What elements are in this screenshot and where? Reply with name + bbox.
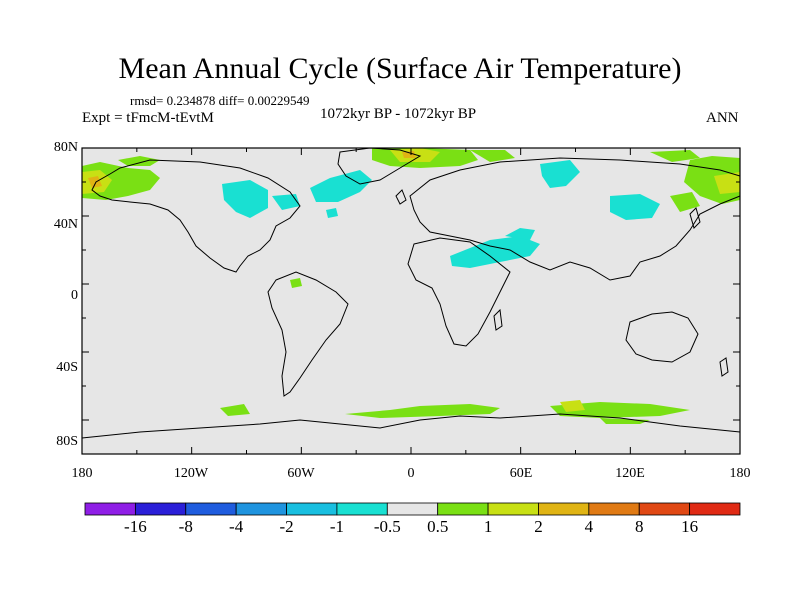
colorbar-label: 2 (534, 517, 543, 536)
season-label: ANN (706, 110, 739, 126)
colorbar-label: -4 (229, 517, 244, 536)
colorbar-label: 8 (634, 517, 644, 536)
colorbar-swatch (185, 502, 237, 516)
colorbar-swatch (286, 502, 338, 516)
colorbar-label: 4 (584, 517, 594, 536)
anomaly-patch-north-atlantic (310, 170, 372, 202)
colorbar-label: -16 (124, 517, 147, 536)
colorbar-label: 16 (681, 517, 699, 536)
anomaly-patch-antarctic-core (560, 400, 585, 412)
period-label: 1072kyr BP - 1072kyr BP (320, 106, 477, 122)
anomaly-patch-east-asia (670, 192, 700, 212)
anomaly-patch-east-siberia (650, 150, 700, 162)
anomaly-patch-labrador (272, 194, 300, 210)
coastline-madagascar (493, 308, 503, 331)
anomaly-patch-arctic-canada (118, 156, 160, 166)
y-tick-80n: 80N (53, 140, 78, 155)
anomaly-patch-antarctic-4 (600, 418, 650, 424)
colorbar-swatch (487, 502, 539, 516)
y-tick-0: 0 (71, 288, 78, 303)
colorbar-label: -8 (178, 517, 193, 536)
anomaly-patch-arabia (450, 236, 540, 268)
y-tick-40n: 40N (53, 217, 78, 232)
y-tick-40s: 40S (56, 360, 78, 375)
anomaly-patch-atlantic-small (326, 208, 338, 218)
rmsd-diff-stats: rmsd= 0.234878 diff= 0.00229549 (130, 93, 310, 108)
coastline-antarctica (81, 413, 741, 439)
anomaly-patch-south-america (290, 278, 302, 288)
colorbar-label: 1 (483, 517, 493, 536)
anomaly-patch-antarctic-1 (220, 404, 250, 416)
colorbar-swatch (588, 502, 640, 516)
colorbar-swatch (336, 502, 388, 516)
anomaly-patch-greenland-peak (402, 151, 416, 158)
coastline-africa (407, 237, 511, 347)
anomaly-patch-antarctic-2 (345, 404, 500, 418)
colorbar-swatch (235, 502, 287, 516)
colorbar-swatch (437, 502, 489, 516)
colorbar (84, 502, 741, 516)
coastline-australia (625, 311, 699, 363)
coastline-greenland (337, 147, 422, 185)
colorbar-label: -0.5 (373, 517, 401, 536)
plot-title: Mean Annual Cycle (Surface Air Temperatu… (118, 52, 682, 85)
colorbar-swatch (386, 502, 439, 516)
x-tick-180-left: 180 (71, 466, 93, 481)
x-tick-180-right: 180 (729, 466, 751, 481)
anomaly-patch-barents (470, 150, 515, 162)
x-tick-60w: 60W (287, 466, 315, 481)
axis-ticks (81, 147, 741, 455)
anomaly-patch-chukotka-core (714, 172, 740, 194)
coastline-north-america (91, 159, 301, 273)
anomaly-patch-central-asia (610, 194, 660, 220)
colorbar-swatch (538, 502, 590, 516)
anomaly-patch-hudson (222, 180, 268, 218)
experiment-label: Expt = tFmcM-tEvtM (82, 110, 214, 126)
y-tick-80s: 80S (56, 434, 78, 449)
anomaly-patch-siberia (540, 160, 580, 188)
colorbar-swatch (638, 502, 691, 516)
x-tick-60e: 60E (509, 466, 533, 481)
coastline-eurasia (409, 157, 741, 281)
colorbar-swatch (84, 502, 136, 516)
x-tick-120e: 120E (615, 466, 645, 481)
anomaly-patch-antarctic-3 (550, 402, 690, 418)
anomaly-patch-persia (505, 228, 535, 240)
coastline-british-isles (395, 189, 407, 205)
colorbar-label: -2 (279, 517, 294, 536)
anomaly-patch-alaska-peak (88, 176, 102, 188)
coastline-new-zealand (719, 357, 729, 377)
colorbar-label: 0.5 (427, 517, 449, 536)
colorbar-swatch (689, 502, 741, 516)
anomaly-patches (82, 148, 740, 424)
coastline-japan (689, 207, 701, 229)
colorbar-label: -1 (329, 517, 344, 536)
x-tick-120w: 120W (173, 466, 209, 481)
coastline-south-america (267, 271, 349, 397)
colorbar-swatch (134, 502, 187, 516)
coastlines (81, 147, 741, 439)
x-tick-0: 0 (407, 466, 415, 481)
